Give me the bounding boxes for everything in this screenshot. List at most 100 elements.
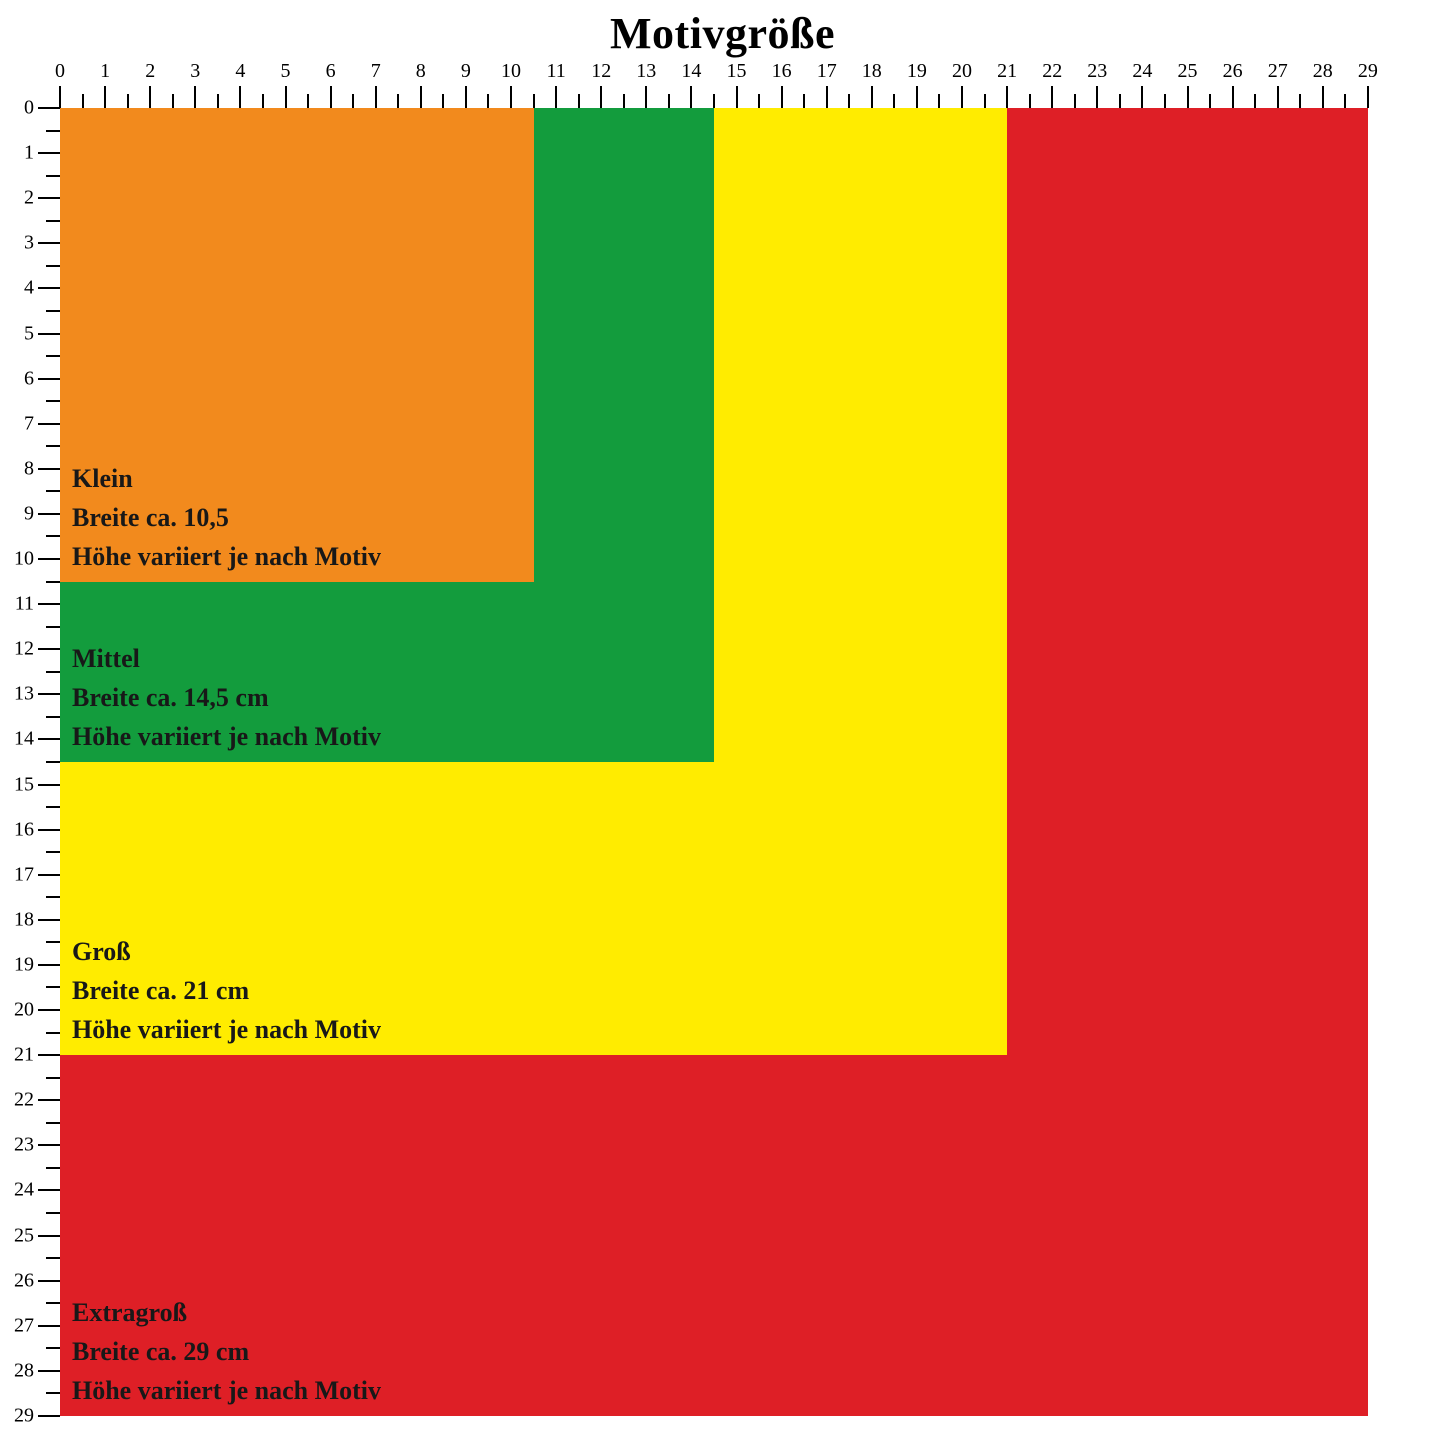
- ruler-top-tick-minor: [713, 94, 715, 108]
- ruler-top-tick-minor: [307, 94, 309, 108]
- ruler-top-number: 2: [145, 60, 155, 83]
- ruler-top-number: 15: [727, 60, 747, 83]
- ruler-top-number: 11: [546, 60, 565, 83]
- ruler-top-tick-major: [465, 86, 467, 108]
- ruler-left-tick-major: [38, 829, 60, 831]
- ruler-top-number: 13: [636, 60, 656, 83]
- ruler-left-tick-minor: [46, 851, 60, 853]
- ruler-top-tick-major: [555, 86, 557, 108]
- ruler-top-number: 7: [371, 60, 381, 83]
- ruler-top-tick-major: [104, 86, 106, 108]
- ruler-left-tick-minor: [46, 896, 60, 898]
- ruler-left-tick-minor: [46, 671, 60, 673]
- ruler-left-tick-minor: [46, 716, 60, 718]
- ruler-top-tick-major: [961, 86, 963, 108]
- ruler-left-tick-minor: [46, 1032, 60, 1034]
- ruler-top-tick-major: [1141, 86, 1143, 108]
- ruler-left-number: 7: [10, 412, 34, 435]
- ruler-top-tick-major: [826, 86, 828, 108]
- ruler-top-tick-major: [59, 86, 61, 108]
- ruler-left-number: 17: [10, 863, 34, 886]
- ruler-left-tick-major: [38, 1325, 60, 1327]
- size-width: Breite ca. 10,5: [72, 498, 381, 537]
- ruler-left-number: 22: [10, 1089, 34, 1112]
- ruler-left-tick-major: [38, 874, 60, 876]
- ruler-left-tick-minor: [46, 1392, 60, 1394]
- ruler-left-number: 13: [10, 683, 34, 706]
- ruler-top-tick-minor: [893, 94, 895, 108]
- size-height-note: Höhe variiert je nach Motiv: [72, 1371, 381, 1410]
- ruler-left-tick-major: [38, 378, 60, 380]
- size-box-label-mittel: MittelBreite ca. 14,5 cmHöhe variiert je…: [72, 639, 381, 756]
- ruler-top-tick-major: [781, 86, 783, 108]
- ruler-vertical: 0123456789101112131415161718192021222324…: [10, 108, 60, 1418]
- ruler-top-tick-minor: [1029, 94, 1031, 108]
- ruler-top-tick-major: [330, 86, 332, 108]
- ruler-top-tick-major: [736, 86, 738, 108]
- ruler-top-tick-major: [1096, 86, 1098, 108]
- ruler-left-number: 20: [10, 999, 34, 1022]
- ruler-top-number: 12: [591, 60, 611, 83]
- ruler-left-tick-minor: [46, 1212, 60, 1214]
- ruler-top-number: 25: [1178, 60, 1198, 83]
- ruler-top-number: 5: [281, 60, 291, 83]
- ruler-left-tick-major: [38, 468, 60, 470]
- size-width: Breite ca. 14,5 cm: [72, 678, 381, 717]
- ruler-left-tick-minor: [46, 626, 60, 628]
- ruler-left-number: 5: [10, 322, 34, 345]
- ruler-left-tick-minor: [46, 400, 60, 402]
- ruler-left-number: 24: [10, 1179, 34, 1202]
- ruler-top-number: 10: [501, 60, 521, 83]
- ruler-left-tick-major: [38, 287, 60, 289]
- ruler-top-number: 1: [100, 60, 110, 83]
- ruler-left-tick-major: [38, 1189, 60, 1191]
- ruler-left-number: 6: [10, 367, 34, 390]
- ruler-top-tick-minor: [578, 94, 580, 108]
- ruler-top-number: 19: [907, 60, 927, 83]
- ruler-top-tick-minor: [352, 94, 354, 108]
- ruler-top-tick-minor: [668, 94, 670, 108]
- ruler-left-tick-major: [38, 333, 60, 335]
- size-height-note: Höhe variiert je nach Motiv: [72, 1010, 381, 1049]
- ruler-left-tick-minor: [46, 986, 60, 988]
- ruler-top-tick-major: [871, 86, 873, 108]
- ruler-top-tick-minor: [1119, 94, 1121, 108]
- ruler-left-tick-minor: [46, 761, 60, 763]
- ruler-top-tick-major: [1187, 86, 1189, 108]
- ruler-top-tick-minor: [397, 94, 399, 108]
- ruler-top-number: 9: [461, 60, 471, 83]
- ruler-top-number: 8: [416, 60, 426, 83]
- ruler-left-tick-minor: [46, 310, 60, 312]
- ruler-top-number: 16: [772, 60, 792, 83]
- ruler-left-number: 18: [10, 908, 34, 931]
- ruler-top-tick-minor: [803, 94, 805, 108]
- ruler-left-tick-major: [38, 1099, 60, 1101]
- ruler-top-tick-minor: [938, 94, 940, 108]
- ruler-left-number: 16: [10, 818, 34, 841]
- ruler-top-number: 26: [1223, 60, 1243, 83]
- ruler-top-tick-major: [285, 86, 287, 108]
- ruler-left-tick-minor: [46, 1167, 60, 1169]
- ruler-left-tick-minor: [46, 941, 60, 943]
- ruler-top-number: 6: [326, 60, 336, 83]
- ruler-top-number: 21: [997, 60, 1017, 83]
- ruler-top-number: 4: [235, 60, 245, 83]
- ruler-top-number: 14: [681, 60, 701, 83]
- ruler-top-tick-minor: [487, 94, 489, 108]
- ruler-left-number: 10: [10, 548, 34, 571]
- ruler-left-number: 8: [10, 457, 34, 480]
- size-chart-canvas: ExtragroßBreite ca. 29 cmHöhe variiert j…: [60, 108, 1418, 1418]
- size-box-label-extragross: ExtragroßBreite ca. 29 cmHöhe variiert j…: [72, 1293, 381, 1410]
- ruler-left-tick-minor: [46, 1122, 60, 1124]
- ruler-top-tick-major: [420, 86, 422, 108]
- size-box-label-gross: GroßBreite ca. 21 cmHöhe variiert je nac…: [72, 932, 381, 1049]
- ruler-left-number: 0: [10, 97, 34, 120]
- size-width: Breite ca. 21 cm: [72, 971, 381, 1010]
- ruler-top-number: 27: [1268, 60, 1288, 83]
- ruler-top-tick-major: [690, 86, 692, 108]
- ruler-top-number: 18: [862, 60, 882, 83]
- ruler-left-tick-major: [38, 197, 60, 199]
- ruler-top-tick-minor: [848, 94, 850, 108]
- ruler-top-tick-major: [916, 86, 918, 108]
- ruler-top-tick-major: [1367, 86, 1369, 108]
